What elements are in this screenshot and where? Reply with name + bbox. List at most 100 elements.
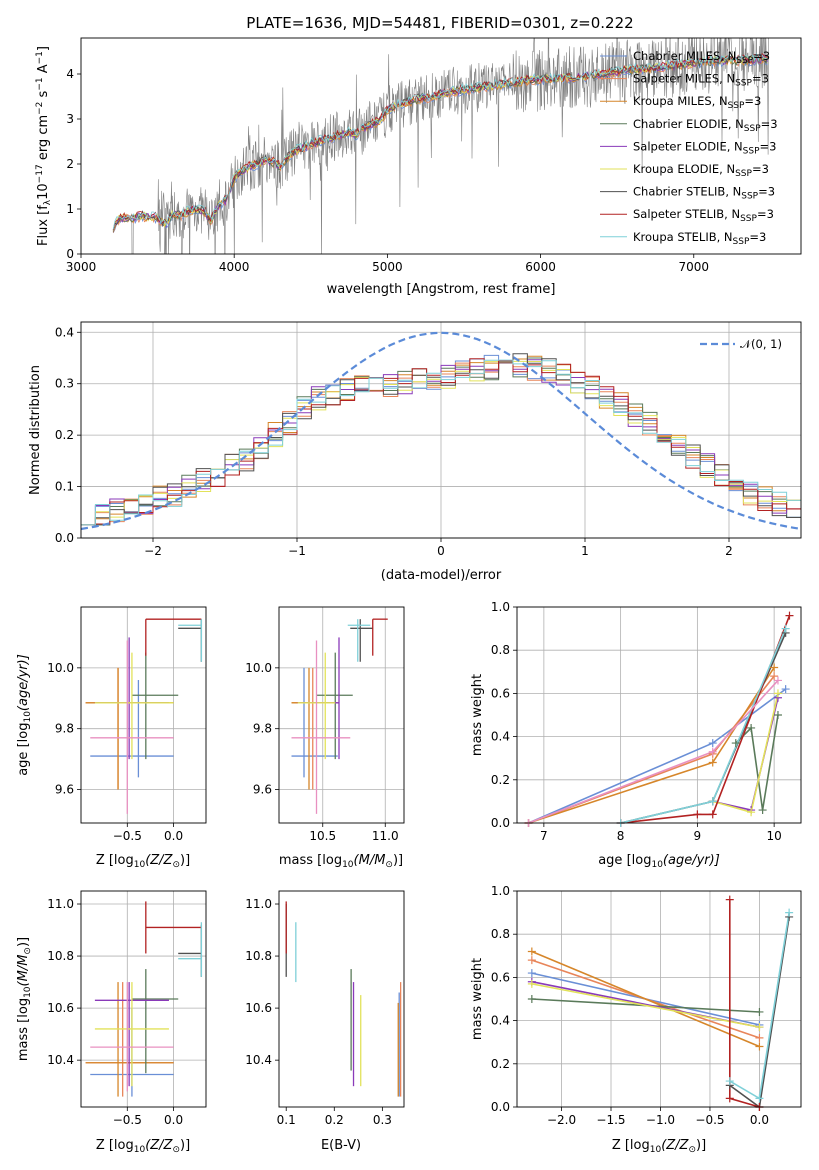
plot-area bbox=[528, 615, 791, 823]
x-tick-label: 6000 bbox=[525, 260, 556, 274]
x-tick-label: 0.0 bbox=[164, 829, 183, 843]
y-tick-label: 9.8 bbox=[253, 722, 272, 736]
y-tick-label: 10.8 bbox=[47, 949, 74, 963]
model-line-kroupa-stelib bbox=[112, 52, 768, 230]
legend-entry: Chabrier STELIB, NSSP=3 bbox=[633, 185, 775, 202]
legend-entry: Chabrier MILES, NSSP=3 bbox=[633, 49, 770, 66]
y-tick-label: 11.0 bbox=[245, 897, 272, 911]
y-tick-label: 0.4 bbox=[55, 325, 74, 339]
label-part: SSP bbox=[733, 237, 750, 247]
plus-marker bbox=[755, 1094, 764, 1103]
x-tick-label: −0.5 bbox=[113, 829, 142, 843]
axes-frame bbox=[516, 890, 802, 1108]
label-part: −2 bbox=[35, 102, 45, 115]
y-tick-label: 9.6 bbox=[253, 783, 272, 797]
y-tick-label: 0.2 bbox=[491, 1057, 510, 1071]
label-part: mass [log bbox=[16, 998, 31, 1061]
y-tick-label: 10.4 bbox=[47, 1053, 74, 1067]
plus-marker bbox=[773, 676, 782, 685]
plus-marker bbox=[708, 810, 717, 819]
x-tick-label: 4000 bbox=[219, 260, 250, 274]
label-part: Z [log bbox=[96, 1138, 134, 1153]
label-part: (Z/Z bbox=[145, 853, 173, 868]
plot-area bbox=[291, 618, 388, 814]
y-tick-label: 1.0 bbox=[491, 600, 510, 614]
legend-entry: 𝒩(0, 1) bbox=[740, 337, 782, 351]
y-tick-label: 10.4 bbox=[245, 1053, 272, 1067]
y-tick-label: 0.0 bbox=[491, 816, 510, 830]
label-part: Salpeter ELODIE, N bbox=[633, 139, 743, 153]
label-part: (M/M bbox=[16, 955, 31, 987]
y-tick-label: 0.0 bbox=[55, 531, 74, 545]
label-part: Salpeter STELIB, N bbox=[633, 207, 740, 221]
x-tick-label: 0.0 bbox=[164, 1113, 183, 1127]
y-tick-label: 0 bbox=[66, 247, 74, 261]
y-axis-label: Flux [fλ10−17 erg cm−2 s−1 A−1] bbox=[35, 46, 53, 246]
plot-area bbox=[85, 618, 203, 814]
x-tick-label: 9 bbox=[694, 829, 702, 843]
x-tick-label: 10 bbox=[766, 829, 781, 843]
x-tick-label: 5000 bbox=[372, 260, 403, 274]
label-part: )] bbox=[393, 853, 403, 868]
y-tick-label: 0.1 bbox=[55, 480, 74, 494]
label-part: Chabrier ELODIE, N bbox=[633, 117, 744, 131]
x-axis-label: Z [log10(Z/Z⊙)] bbox=[96, 1138, 190, 1155]
y-axis-label: mass weight bbox=[470, 958, 485, 1040]
x-axis-label: Z [log10(Z/Z⊙)] bbox=[612, 1138, 706, 1155]
y-tick-label: 1 bbox=[66, 202, 74, 216]
label-part: ⊙ bbox=[172, 860, 180, 870]
plus-marker bbox=[527, 956, 536, 965]
label-part: SSP bbox=[735, 79, 752, 89]
label-part: Kroupa MILES, N bbox=[633, 94, 728, 108]
legend-entry: Kroupa MILES, NSSP=3 bbox=[633, 94, 761, 111]
mass-weight-line bbox=[729, 899, 760, 1107]
y-tick-label: 0.6 bbox=[491, 970, 510, 984]
label-part: SSP bbox=[741, 192, 758, 202]
plus-marker bbox=[725, 1094, 734, 1103]
label-part: )] bbox=[180, 1138, 190, 1153]
plus-marker bbox=[755, 1033, 764, 1042]
label-part: =3 bbox=[761, 117, 778, 131]
y-tick-label: 3 bbox=[66, 112, 74, 126]
y-tick-label: 11.0 bbox=[47, 897, 74, 911]
x-tick-label: −1 bbox=[288, 544, 306, 558]
label-part: =3 bbox=[760, 139, 777, 153]
label-part: 10 bbox=[36, 183, 51, 200]
label-part: 10 bbox=[342, 860, 354, 870]
axes-frame bbox=[516, 606, 802, 824]
residuals-panel: −2 −1 0 1 2 0.0 0.1 0.2 0.3 0.4 𝒩(0, 1) (data-model… bbox=[28, 321, 802, 583]
label-part: SSP bbox=[744, 124, 761, 134]
x-tick-label: 3000 bbox=[66, 260, 97, 274]
plot-area bbox=[285, 901, 402, 1097]
plus-marker bbox=[755, 1023, 764, 1032]
y-tick-label: 9.8 bbox=[55, 722, 74, 736]
x-tick-label: 11.0 bbox=[372, 829, 399, 843]
y-tick-label: 0.2 bbox=[55, 428, 74, 442]
plus-marker bbox=[708, 747, 717, 756]
label-part: Salpeter MILES, N bbox=[633, 72, 735, 86]
label-part: 10 bbox=[23, 986, 33, 998]
y-tick-label: 10.0 bbox=[245, 661, 272, 675]
legend-entry: Salpeter STELIB, NSSP=3 bbox=[633, 207, 774, 224]
label-part: (age/yr)] bbox=[16, 654, 31, 711]
plus-marker bbox=[527, 995, 536, 1003]
plus-marker bbox=[725, 895, 734, 904]
plus-marker bbox=[785, 908, 794, 917]
x-axis-label: age [log10(age/yr)] bbox=[598, 853, 720, 870]
axes-frame bbox=[80, 321, 802, 539]
label-part: Kroupa STELIB, N bbox=[633, 230, 733, 244]
x-tick-label: −2.0 bbox=[547, 1113, 576, 1127]
plus-marker bbox=[755, 1007, 764, 1016]
y-tick-label: 10.0 bbox=[47, 661, 74, 675]
label-part: 10 bbox=[23, 711, 33, 723]
plot-area bbox=[112, 38, 769, 254]
axes-frame bbox=[80, 890, 207, 1108]
label-part: −1 bbox=[35, 77, 45, 90]
label-part: ⊙ bbox=[385, 860, 393, 870]
mass-vs-ebv-panel: 0.1 0.2 0.3 10.4 10.6 10.8 11.0 E(B-V) bbox=[245, 890, 405, 1153]
y-tick-label: 9.6 bbox=[55, 783, 74, 797]
y-tick-label: 10.6 bbox=[245, 1001, 272, 1015]
axes-frame bbox=[80, 606, 207, 824]
y-tick-label: 0.4 bbox=[491, 730, 510, 744]
plus-marker bbox=[781, 624, 790, 633]
